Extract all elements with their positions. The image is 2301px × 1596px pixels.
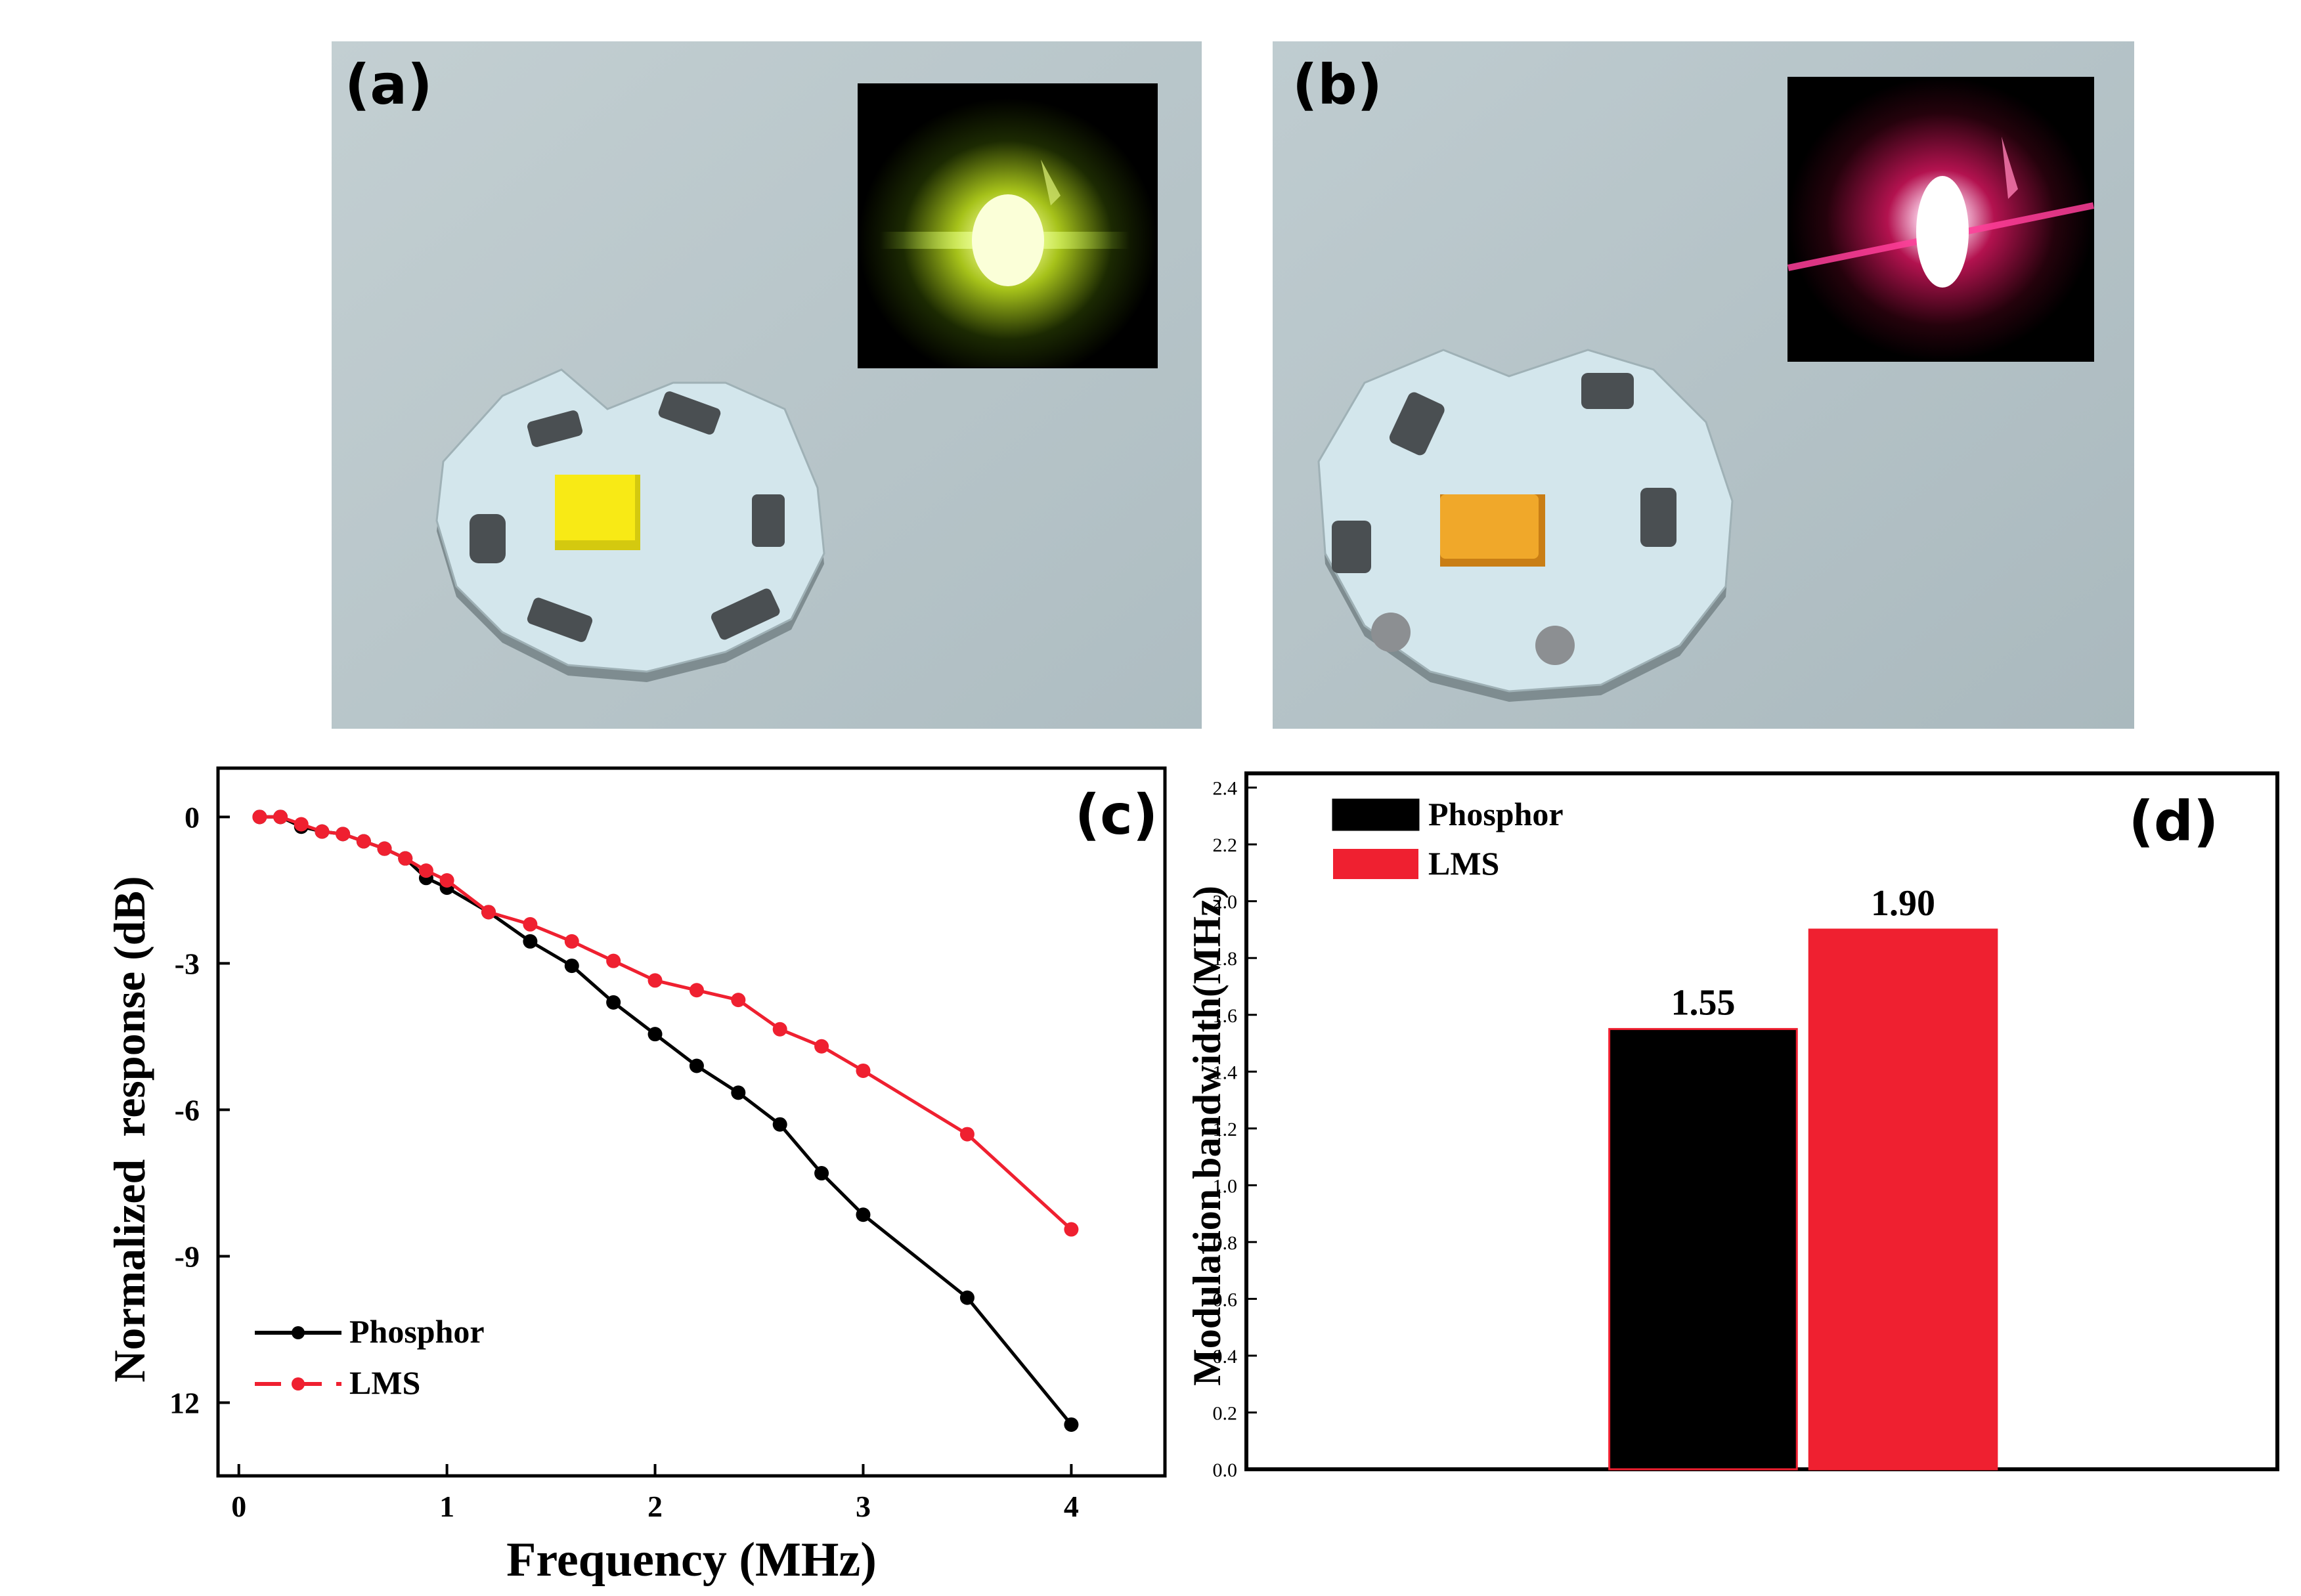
data-point-phosphor <box>523 934 538 949</box>
y-axis-label: Normalized response (dB) <box>104 876 154 1382</box>
data-point-lms <box>689 983 704 998</box>
panel-label-d: (d) <box>2129 789 2219 853</box>
y-tick-label: 0.0 <box>1213 1459 1238 1481</box>
y-tick-label: 2.4 <box>1213 778 1238 800</box>
data-point-lms <box>814 1039 829 1054</box>
data-point-lms <box>418 863 433 878</box>
y-tick-label: 2.2 <box>1213 834 1238 856</box>
data-point-phosphor <box>772 1117 787 1132</box>
x-tick-label: 4 <box>1064 1490 1079 1523</box>
y-axis-label: Modulation bandwidth(MHz) <box>1185 886 1229 1386</box>
panel-label-c: (c) <box>1075 783 1158 847</box>
legend-label-lms: LMS <box>1428 845 1499 882</box>
y-tick-label: 1.6 <box>1213 1005 1238 1027</box>
y-tick-label: 1.2 <box>1213 1119 1238 1140</box>
data-point-phosphor <box>606 995 621 1010</box>
y-tick-label: 0.6 <box>1213 1289 1238 1310</box>
photo-lms-led-image: (b) <box>1273 41 2134 729</box>
data-point-lms <box>356 834 371 849</box>
x-tick-label: 3 <box>856 1490 871 1523</box>
data-point-phosphor <box>564 959 579 974</box>
data-point-phosphor <box>1064 1417 1079 1432</box>
data-point-lms <box>959 1127 975 1142</box>
data-point-lms <box>647 973 663 988</box>
x-axis-label: Frequency (MHz) <box>506 1533 877 1587</box>
data-point-phosphor <box>647 1027 663 1042</box>
panel-label-a: (a) <box>345 53 432 117</box>
photo-lms-led: (b) <box>1273 41 2134 729</box>
x-tick-label: 0 <box>231 1490 246 1523</box>
legend: Phosphor LMS <box>1332 796 1564 882</box>
y-tick-label: -3 <box>175 947 200 980</box>
data-point-lms <box>377 841 392 856</box>
data-point-lms <box>856 1063 871 1078</box>
y-tick-label: 12 <box>169 1386 200 1419</box>
x-tick-label: 2 <box>647 1490 663 1523</box>
bar-value-label-lms: 1.90 <box>1871 883 1935 924</box>
data-point-lms <box>336 827 351 842</box>
data-point-phosphor <box>814 1166 829 1181</box>
series-line-lms <box>259 815 1073 1231</box>
data-point-lms <box>523 917 538 932</box>
photo-phosphor-led-image: (a) <box>332 41 1202 729</box>
data-point-phosphor <box>959 1290 975 1305</box>
data-point-phosphor <box>689 1058 704 1073</box>
y-tick-label: -6 <box>175 1093 200 1127</box>
y-tick-label: 0 <box>185 800 200 834</box>
data-point-lms <box>315 824 330 839</box>
legend: Phosphor LMS <box>255 1313 485 1401</box>
photo-phosphor-led: (a) <box>332 41 1202 729</box>
y-tick-label: -9 <box>175 1240 200 1273</box>
data-point-lms <box>481 905 496 920</box>
legend-swatch-lms <box>1333 849 1418 879</box>
data-point-lms <box>731 993 746 1008</box>
bar-value-label-phosphor: 1.55 <box>1671 982 1735 1023</box>
legend-swatch-phosphor <box>1332 798 1420 831</box>
data-point-lms <box>252 809 267 825</box>
y-tick-label: 0.2 <box>1213 1402 1238 1424</box>
inset-lit-phosphor-led <box>858 83 1158 368</box>
y-tick-label: 0.8 <box>1213 1232 1238 1254</box>
y-tick-label: 2.0 <box>1213 892 1238 913</box>
plot-frame <box>216 766 1167 1478</box>
legend-label-lms: LMS <box>349 1364 420 1401</box>
data-point-lms <box>564 934 579 949</box>
data-point-lms <box>1064 1222 1079 1237</box>
legend-label-phosphor: Phosphor <box>1428 796 1564 832</box>
data-point-lms <box>398 851 413 866</box>
data-point-lms <box>606 953 621 968</box>
data-point-phosphor <box>731 1085 746 1100</box>
data-point-lms <box>273 809 288 825</box>
data-point-lms <box>439 873 454 888</box>
bar-lms <box>1808 928 1998 1471</box>
data-point-phosphor <box>856 1207 871 1222</box>
bar-phosphor <box>1608 1027 1798 1471</box>
data-point-lms <box>772 1022 787 1037</box>
x-tick-label: 1 <box>439 1490 454 1523</box>
legend-marker-phosphor <box>292 1326 305 1339</box>
phosphor-led-chip <box>555 475 635 540</box>
legend-label-phosphor: Phosphor <box>349 1313 485 1350</box>
chart-modulation-bandwidth-svg: 0.00.20.40.60.81.01.21.41.61.82.02.22.4 … <box>1185 771 2279 1481</box>
data-point-lms <box>294 817 309 832</box>
y-tick-label: 1.4 <box>1213 1062 1238 1083</box>
lms-led-chip <box>1440 494 1539 559</box>
y-tick-label: 1.0 <box>1213 1175 1238 1197</box>
y-tick-label: 1.8 <box>1213 948 1238 970</box>
y-tick-label: 0.4 <box>1213 1346 1238 1368</box>
inset-lit-lms-led <box>1787 77 2095 362</box>
chart-modulation-bandwidth: 0.0 0.2 0.4 0.6 0.8 1.0 1.2 1.4 1.6 1.8 2.0 2.2 2.4 … <box>1182 742 2301 1596</box>
panel-label-b: (b) <box>1292 53 1382 117</box>
legend-marker-lms <box>292 1377 305 1391</box>
